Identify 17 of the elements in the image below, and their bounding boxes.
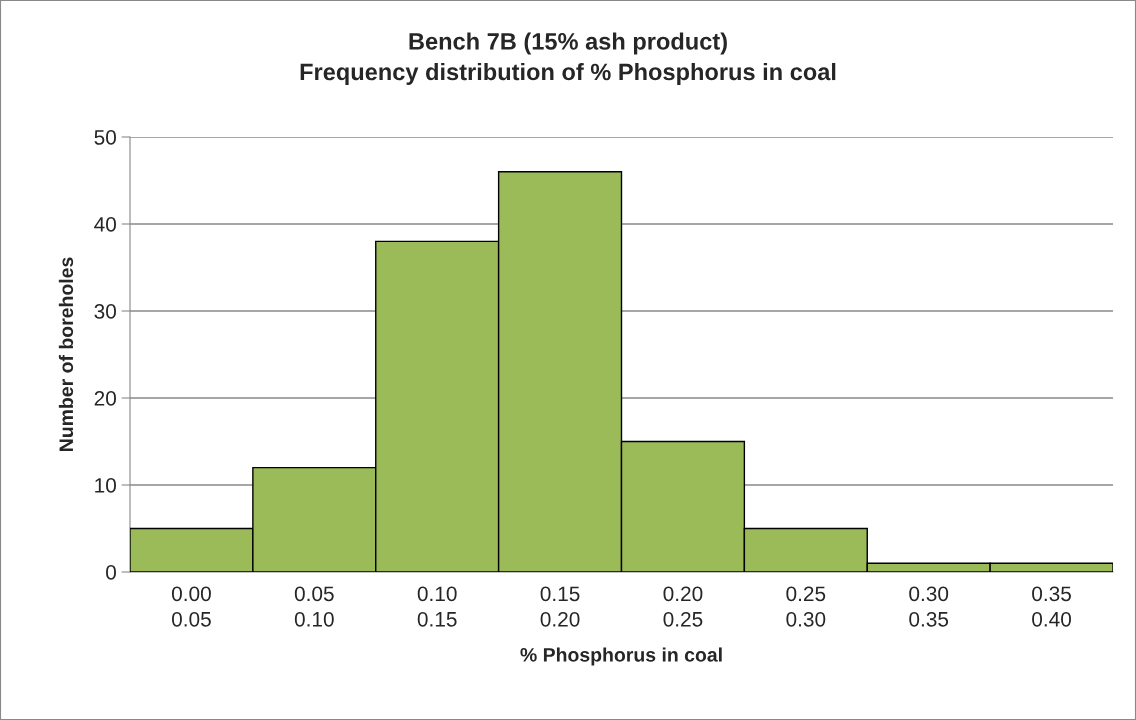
y-axis-title: Number of boreholes [58, 257, 74, 451]
x-tick-label: 0.15 0.20 [540, 586, 580, 627]
y-tick-label: 30 [94, 304, 116, 319]
y-tick-label: 10 [95, 478, 116, 493]
y-tick-label: 50 [94, 130, 116, 145]
x-tick-label: 0.25 0.30 [786, 586, 826, 627]
x-tick-label: 0.30 0.35 [909, 586, 949, 627]
x-tick-label: 0.00 0.05 [171, 586, 211, 627]
x-tick-label: 0.05 0.10 [294, 586, 334, 627]
x-tick-label: 0.10 0.15 [417, 586, 457, 627]
x-axis-title: % Phosphorus in coal [520, 647, 722, 666]
x-tick-label: 0.20 0.25 [663, 586, 703, 627]
y-tick-label: 40 [94, 217, 116, 232]
y-tick-label: 0 [106, 565, 116, 580]
x-tick-label: 0.35 0.40 [1032, 586, 1072, 627]
chart-title: Bench 7B (15% ash product) Frequency distribution of % Phosphorus in coal [300, 32, 836, 85]
y-tick-label: 20 [94, 391, 116, 406]
